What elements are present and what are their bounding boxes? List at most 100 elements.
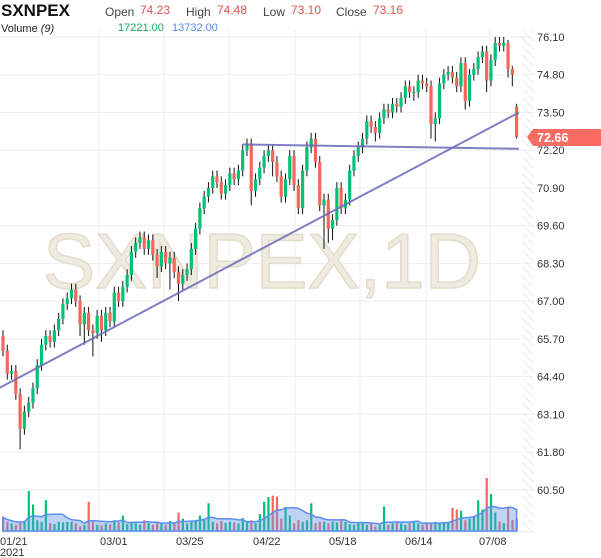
candle <box>258 161 262 186</box>
volume-bar <box>263 501 266 531</box>
candle <box>74 283 78 307</box>
candle-body <box>52 330 56 342</box>
volume-bar <box>181 518 184 531</box>
candle <box>309 132 313 154</box>
candle <box>44 330 48 351</box>
trendlines[interactable] <box>0 111 520 389</box>
volume-bar <box>305 520 309 531</box>
candle <box>146 234 151 255</box>
candle-body <box>322 199 326 206</box>
volume-label-text: Volume <box>1 23 38 35</box>
volume-bar <box>6 521 9 531</box>
volume-bar <box>438 523 441 531</box>
candle-body <box>198 208 202 229</box>
candle-body <box>138 237 142 244</box>
volume-bar <box>323 521 326 531</box>
volume-bar <box>117 522 120 531</box>
candle-body <box>129 251 133 276</box>
volume-bar <box>365 524 368 531</box>
candle-body <box>249 144 253 191</box>
candle-body <box>245 144 249 151</box>
candle <box>506 39 510 78</box>
candle-body <box>18 394 22 429</box>
y-tick-label: 73.50 <box>537 107 565 119</box>
volume-bar <box>10 523 13 531</box>
price-tag-bg <box>527 129 601 146</box>
candle <box>279 170 283 203</box>
candle-body <box>142 237 146 249</box>
candle <box>142 231 146 255</box>
candle-body <box>104 312 108 331</box>
volume-bar <box>442 522 446 531</box>
volume-bar <box>31 504 35 531</box>
candle-body <box>125 275 129 287</box>
volume-bar <box>228 521 232 531</box>
candle <box>211 170 215 194</box>
candle <box>489 54 493 87</box>
candle <box>493 37 497 67</box>
candle-body <box>258 167 262 180</box>
candle-body <box>87 312 91 331</box>
y-tick-label: 76.10 <box>537 32 565 44</box>
candle <box>288 150 292 186</box>
candle <box>249 138 253 206</box>
volume-bar <box>164 524 167 531</box>
price-axis[interactable]: 76.10 74.80 73.50 72.20 70.90 69.60 68.30 67.00… <box>537 32 565 497</box>
candle <box>129 246 133 281</box>
volume-bar <box>327 523 330 531</box>
candle <box>159 246 163 273</box>
support-trendline[interactable] <box>0 111 520 389</box>
x-tick-label: 04/22 <box>253 536 281 548</box>
x-tick-label: 01/21 <box>0 536 28 548</box>
candle-body <box>480 51 484 58</box>
volume-bar <box>301 521 304 531</box>
candle <box>497 37 502 52</box>
candle-body <box>69 289 74 299</box>
candle-body <box>472 68 476 75</box>
candle-body <box>74 289 78 302</box>
candle <box>181 269 185 290</box>
candle-body <box>459 63 463 87</box>
volume-bar <box>370 523 373 531</box>
candle <box>35 359 39 395</box>
candle <box>429 80 433 139</box>
candle <box>87 306 91 337</box>
volume-bar <box>417 523 420 531</box>
candle <box>395 97 399 113</box>
volume-bar <box>434 521 437 531</box>
candle <box>125 269 129 293</box>
candle-body <box>194 228 198 249</box>
volume-bar <box>14 524 18 531</box>
candle <box>116 286 121 307</box>
resistance-trendline[interactable] <box>242 143 519 150</box>
volume-value: 17221.00 <box>118 22 164 34</box>
time-axis[interactable]: 01/21 03/01 03/25 04/22 05/18 06/14 07/08 2021 <box>0 536 507 558</box>
candle-body <box>172 257 176 273</box>
volume-bar <box>61 522 65 531</box>
candle <box>223 179 228 200</box>
candle-body <box>215 176 219 183</box>
candle-body <box>395 103 399 107</box>
candle-body <box>288 156 292 180</box>
volume-bar <box>331 521 334 531</box>
candle-body <box>48 336 52 342</box>
candle-body <box>296 185 300 209</box>
volume-bar <box>288 515 291 531</box>
low-label: Low <box>263 5 286 19</box>
candle-body <box>275 161 279 177</box>
volume-bar <box>412 521 416 531</box>
candle <box>1 330 5 357</box>
volume-bar <box>502 523 505 531</box>
volume-bar <box>400 523 403 531</box>
candle-body <box>14 370 18 395</box>
y-tick-label: 65.70 <box>537 334 565 346</box>
candle <box>433 112 437 142</box>
candle <box>253 173 258 197</box>
volume-bar <box>19 522 22 531</box>
candle-body <box>420 80 425 84</box>
candle-body <box>279 176 283 197</box>
candle-body <box>455 77 459 87</box>
candle-body <box>271 150 275 162</box>
volume-bar <box>237 523 240 531</box>
